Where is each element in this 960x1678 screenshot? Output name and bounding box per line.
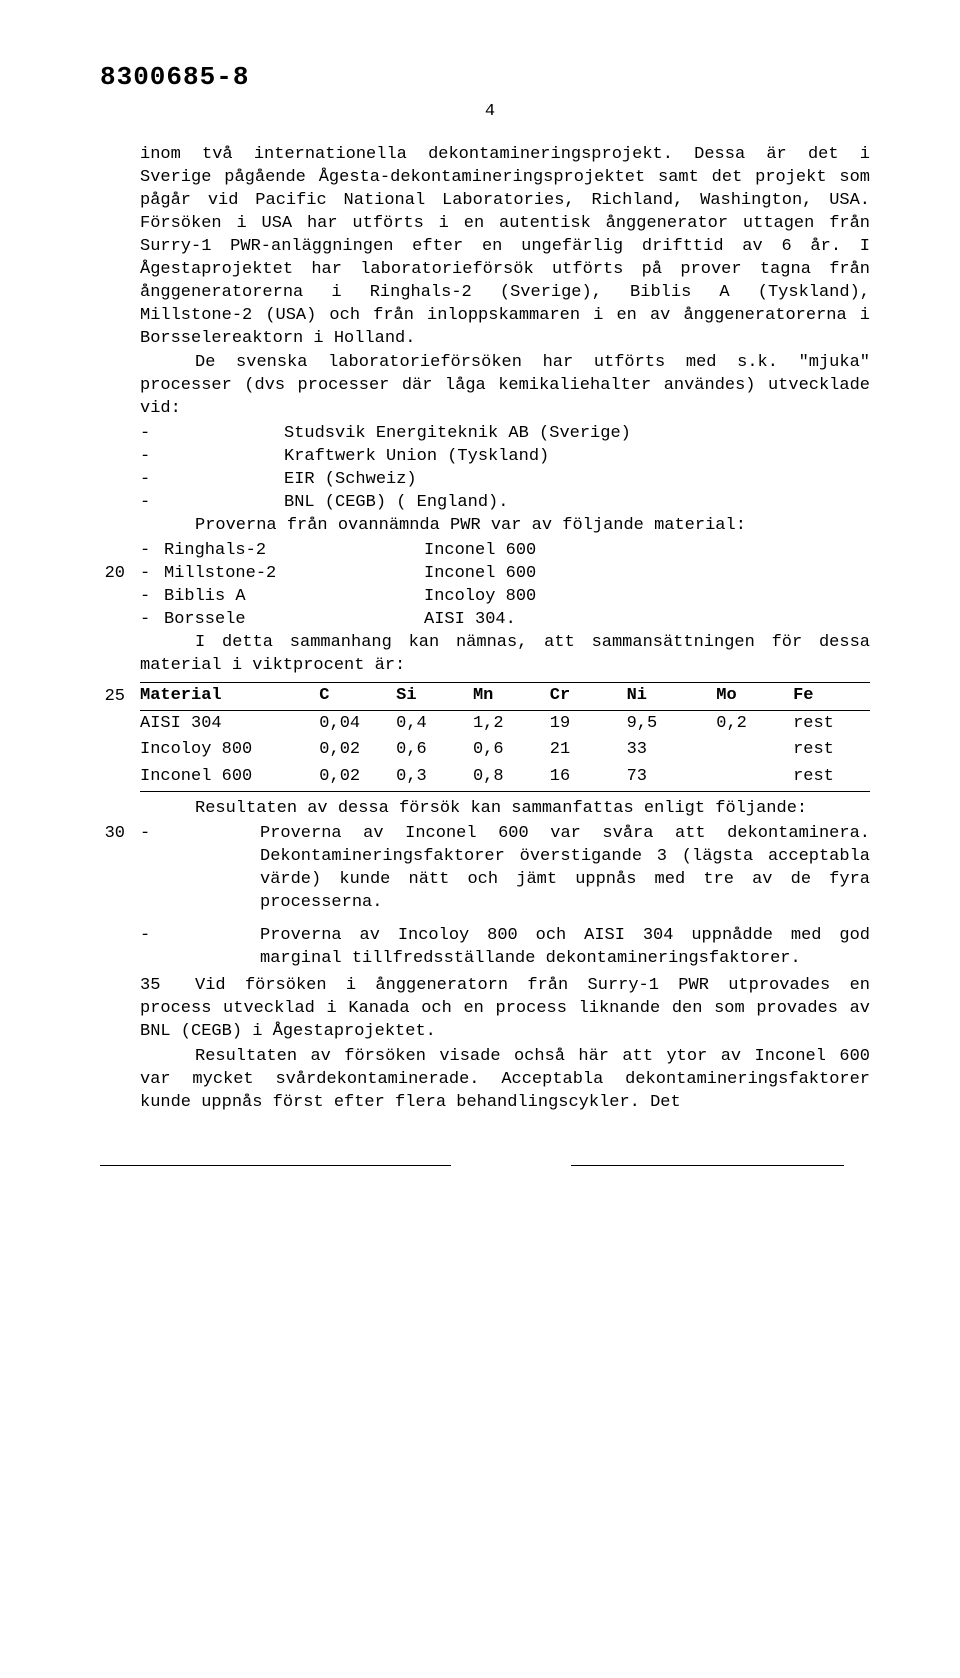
table-header-row: Material C Si Mn Cr Ni Mo Fe <box>140 682 870 710</box>
paragraph: 35 Vid försöken i ånggeneratorn från Sur… <box>140 975 870 1044</box>
body-text: inom två internationella dekontaminering… <box>140 144 870 1115</box>
page-number: 4 <box>100 101 880 124</box>
table-header: Material <box>140 682 319 710</box>
lab-list: -Studsvik Energiteknik AB (Sverige) -Kra… <box>140 423 870 515</box>
table-header: Fe <box>793 682 870 710</box>
material-name: Biblis A <box>164 586 424 609</box>
table-cell: 0,2 <box>716 710 793 737</box>
table-cell: 0,04 <box>319 710 396 737</box>
table-cell: 16 <box>550 764 627 791</box>
table-cell: 0,02 <box>319 737 396 764</box>
list-marker: - <box>140 609 164 632</box>
list-marker: - <box>140 925 150 948</box>
table-header: Ni <box>627 682 717 710</box>
materials-list: -Ringhals-2Inconel 600 20 -Millstone-2In… <box>140 540 870 632</box>
material-type: Inconel 600 <box>424 563 870 586</box>
material-name: Borssele <box>164 609 424 632</box>
material-name: Ringhals-2 <box>164 540 424 563</box>
table-cell: 0,8 <box>473 764 550 791</box>
paragraph: inom två internationella dekontaminering… <box>140 144 870 350</box>
table-header: Cr <box>550 682 627 710</box>
table-cell: 0,02 <box>319 764 396 791</box>
paragraph: I detta sammanhang kan nämnas, att samma… <box>140 632 870 678</box>
table-cell: Inconel 600 <box>140 764 319 791</box>
paragraph-text: Vid försöken i ånggeneratorn från Surry-… <box>140 976 870 1041</box>
list-marker: - <box>140 492 164 515</box>
list-marker: - <box>140 469 164 492</box>
table-row: AISI 304 0,04 0,4 1,2 19 9,5 0,2 rest <box>140 710 870 737</box>
table-cell: rest <box>793 764 870 791</box>
line-number: 30 <box>85 823 125 846</box>
table-cell <box>716 737 793 764</box>
list-item: BNL (CEGB) ( England). <box>164 492 508 515</box>
document-number: 8300685-8 <box>100 60 880 95</box>
paragraph: Proverna från ovannämnda PWR var av följ… <box>140 515 870 538</box>
table-row: Incoloy 800 0,02 0,6 0,6 21 33 rest <box>140 737 870 764</box>
list-marker: - <box>140 446 164 469</box>
table-cell: 9,5 <box>627 710 717 737</box>
material-type: Incoloy 800 <box>424 586 870 609</box>
table-cell: 0,3 <box>396 764 473 791</box>
table-cell: rest <box>793 737 870 764</box>
table-cell: 0,6 <box>473 737 550 764</box>
table-cell: 0,6 <box>396 737 473 764</box>
bullet-text: Proverna av Incoloy 800 och AISI 304 upp… <box>260 926 870 968</box>
material-name: Millstone-2 <box>164 563 424 586</box>
list-item: Studsvik Energiteknik AB (Sverige) <box>164 423 631 446</box>
table-cell: 33 <box>627 737 717 764</box>
page: 8300685-8 4 inom två internationella dek… <box>0 0 960 1247</box>
result-bullet: - Proverna av Incoloy 800 och AISI 304 u… <box>140 925 870 971</box>
list-marker: - <box>140 423 164 446</box>
material-type: Inconel 600 <box>424 540 870 563</box>
line-number: 25 <box>85 686 125 709</box>
material-type: AISI 304. <box>424 609 870 632</box>
table-header: Si <box>396 682 473 710</box>
line-number: 35 <box>85 975 125 998</box>
paragraph: Resultaten av dessa försök kan sammanfat… <box>140 798 870 821</box>
line-number: 20 <box>85 563 125 586</box>
table-cell: 1,2 <box>473 710 550 737</box>
table-row: Inconel 600 0,02 0,3 0,8 16 73 rest <box>140 764 870 791</box>
table-cell: rest <box>793 710 870 737</box>
list-marker: - <box>140 540 164 563</box>
result-bullet: 30 - Proverna av Inconel 600 var svåra a… <box>140 823 870 915</box>
table-cell: AISI 304 <box>140 710 319 737</box>
table-cell: Incoloy 800 <box>140 737 319 764</box>
table-header: Mo <box>716 682 793 710</box>
composition-table: Material C Si Mn Cr Ni Mo Fe AISI 304 0,… <box>140 682 870 793</box>
list-marker: - <box>140 586 164 609</box>
list-marker: - <box>140 563 164 586</box>
table-header: C <box>319 682 396 710</box>
list-item: Kraftwerk Union (Tyskland) <box>164 446 549 469</box>
list-item: EIR (Schweiz) <box>164 469 417 492</box>
paragraph: Resultaten av försöken visade ochså här … <box>140 1046 870 1115</box>
table-cell: 21 <box>550 737 627 764</box>
table-cell: 19 <box>550 710 627 737</box>
list-marker: - <box>140 823 150 846</box>
paragraph: De svenska laboratorieförsöken har utför… <box>140 352 870 421</box>
bullet-text: Proverna av Inconel 600 var svåra att de… <box>260 824 870 912</box>
bottom-rules <box>100 1165 880 1167</box>
table-cell: 73 <box>627 764 717 791</box>
table-cell <box>716 764 793 791</box>
table-cell: 0,4 <box>396 710 473 737</box>
table-header: Mn <box>473 682 550 710</box>
